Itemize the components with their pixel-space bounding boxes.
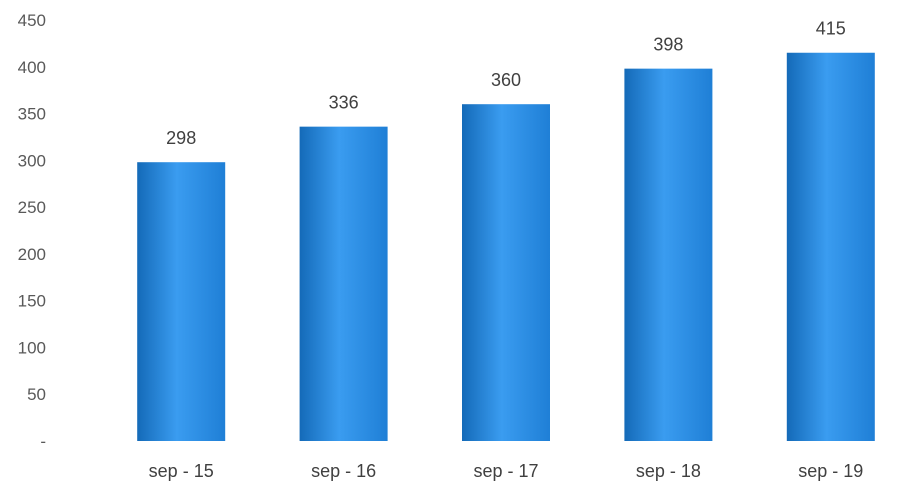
bar [137,162,226,441]
data-labels: 298 336 360 398 415 [166,19,846,148]
bar [462,104,550,441]
x-tick-label: sep - 18 [636,461,701,481]
data-label: 336 [329,93,359,113]
bars [137,52,875,442]
y-tick-label: - [40,432,46,451]
y-tick-label: 350 [18,105,46,124]
y-tick-label: 100 [18,338,46,357]
y-tick-label: 150 [18,292,46,311]
x-tick-label: sep - 19 [798,461,863,481]
data-label: 398 [653,35,683,55]
y-axis: - 50 100 150 200 250 300 350 400 450 [18,11,46,451]
y-tick-label: 400 [18,58,46,77]
x-tick-label: sep - 17 [473,461,538,481]
x-tick-label: sep - 16 [311,461,376,481]
data-label: 360 [491,70,521,90]
y-tick-label: 250 [18,198,46,217]
data-label: 415 [816,19,846,39]
bar [624,68,713,441]
x-tick-label: sep - 15 [149,461,214,481]
bar [786,52,875,441]
y-tick-label: 200 [18,245,46,264]
data-label: 298 [166,128,196,148]
y-tick-label: 300 [18,151,46,170]
y-tick-label: 450 [18,11,46,30]
x-axis: sep - 15 sep - 16 sep - 17 sep - 18 sep - 19 [149,461,864,481]
y-tick-label: 50 [27,385,46,404]
bar [299,126,388,442]
